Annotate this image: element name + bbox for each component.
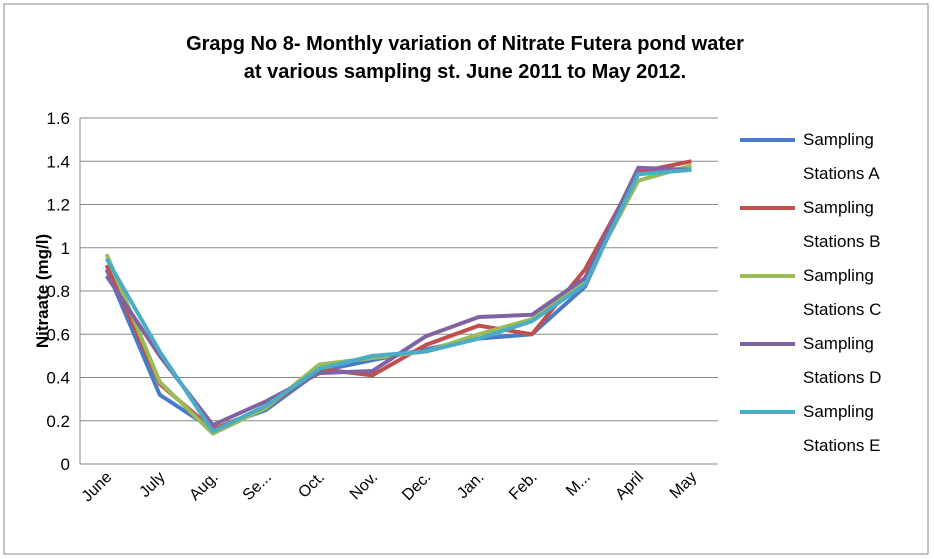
chart-title: at various sampling st. June 2011 to May… xyxy=(244,61,686,83)
y-tick-label: 0 xyxy=(61,455,70,474)
y-tick-label: 0.4 xyxy=(46,369,70,388)
legend-label: Sampling Stations A xyxy=(803,130,880,183)
data-line xyxy=(104,167,692,434)
legend-label: Sampling Stations D xyxy=(803,334,882,387)
y-tick-label: 0.2 xyxy=(46,412,70,431)
legend-label: Sampling Stations B xyxy=(803,198,881,251)
legend-label: Sampling Stations C xyxy=(803,266,882,319)
y-tick-label: 1.2 xyxy=(46,196,70,215)
y-tick-label: 0.6 xyxy=(46,325,70,344)
y-tick-label: 1.4 xyxy=(46,152,70,171)
y-tick-label: 1.6 xyxy=(46,109,70,128)
chart-border xyxy=(3,3,929,555)
y-tick-label: 0.8 xyxy=(46,282,70,301)
legend-label: Sampling Stations E xyxy=(803,402,881,455)
chart-title: Grapg No 8- Monthly variation of Nitrate… xyxy=(186,33,744,55)
y-tick-label: 1 xyxy=(61,239,70,258)
y-axis-label: Nitraate (mg/l) xyxy=(33,234,52,348)
